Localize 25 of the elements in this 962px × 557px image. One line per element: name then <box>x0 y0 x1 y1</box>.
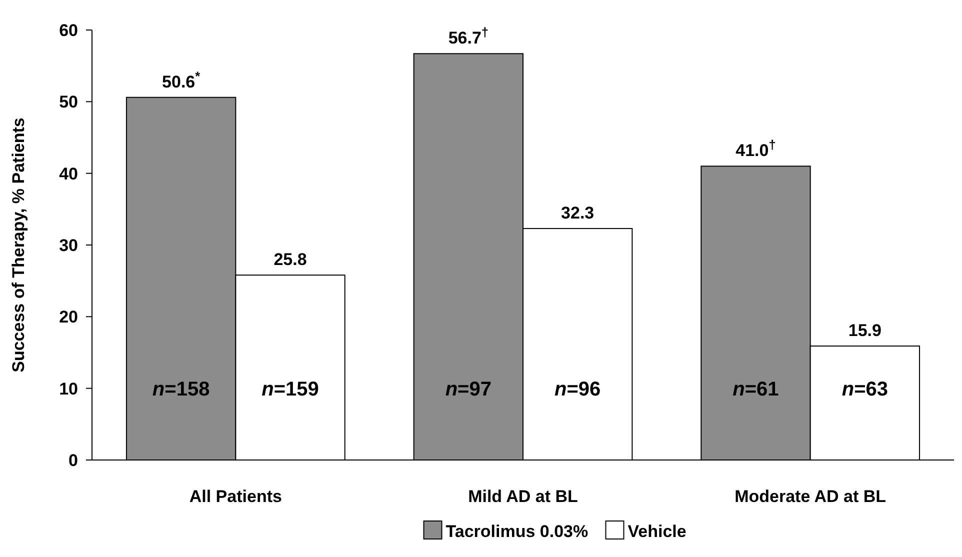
annotation: n=61 <box>732 378 779 400</box>
y-tick-label: 0 <box>68 450 78 470</box>
y-tick-label: 20 <box>59 308 78 327</box>
x-tick-label: Moderate AD at BL <box>734 487 886 506</box>
data-label: 32.3 <box>561 204 594 223</box>
data-label: 50.6$^{*}$ <box>162 68 200 92</box>
x-tick-label: Mild AD at BL <box>468 487 578 506</box>
y-tick-label: 60 <box>59 20 78 40</box>
legend-label: Tacrolimus 0.03% <box>446 522 588 541</box>
x-tick-label: All Patients <box>189 487 282 506</box>
y-tick-label: 40 <box>59 164 78 184</box>
y-axis-title: Success of Therapy, % Patients <box>9 118 28 372</box>
legend-label: Vehicle <box>628 522 686 541</box>
data-label: 56.7$^{†}$ <box>448 24 488 48</box>
annotation: n=159 <box>262 378 319 400</box>
y-tick-label: 10 <box>59 379 78 398</box>
data-label: 41.0$^{†}$ <box>736 136 776 160</box>
data-label: 25.8 <box>274 250 307 270</box>
annotation: n=158 <box>152 378 210 400</box>
annotation: n=63 <box>842 378 888 400</box>
annotation: n=96 <box>554 378 601 400</box>
annotation: n=97 <box>445 378 492 400</box>
y-tick-label: 30 <box>59 236 78 255</box>
y-tick-label: 50 <box>59 92 78 112</box>
data-label: 15.9 <box>848 321 882 340</box>
